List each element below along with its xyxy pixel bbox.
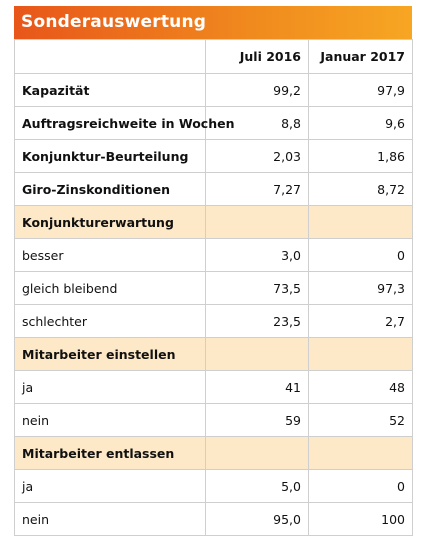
data-table: Juli 2016 Januar 2017 Kapazität 99,2 97,9 A… <box>14 39 413 536</box>
value-juli-2016: 23,5 <box>205 304 309 338</box>
value-januar-2017 <box>308 436 413 470</box>
value-juli-2016 <box>205 337 309 371</box>
table-row: ja 5,0 0 <box>14 469 413 503</box>
table-row: nein 59 52 <box>14 403 413 437</box>
value-januar-2017: 100 <box>308 502 413 536</box>
value-januar-2017: 52 <box>308 403 413 437</box>
value-januar-2017 <box>308 205 413 239</box>
row-label: ja <box>14 370 206 404</box>
table-row: ja 41 48 <box>14 370 413 404</box>
value-juli-2016: 7,27 <box>205 172 309 206</box>
value-juli-2016: 99,2 <box>205 73 309 107</box>
value-januar-2017: 2,7 <box>308 304 413 338</box>
value-januar-2017: 0 <box>308 469 413 503</box>
row-label: Mitarbeiter entlassen <box>14 436 206 470</box>
value-januar-2017: 97,3 <box>308 271 413 305</box>
value-juli-2016: 8,8 <box>205 106 309 140</box>
value-juli-2016: 73,5 <box>205 271 309 305</box>
row-label: Kapazität <box>14 73 206 107</box>
row-label: ja <box>14 469 206 503</box>
header-row: Juli 2016 Januar 2017 <box>14 39 413 74</box>
value-juli-2016 <box>205 205 309 239</box>
table-row: Kapazität 99,2 97,9 <box>14 73 413 107</box>
column-header-januar-2017: Januar 2017 <box>308 39 413 74</box>
row-label: Konjunkturerwartung <box>14 205 206 239</box>
section-row: Mitarbeiter einstellen <box>14 337 413 371</box>
table-row: schlechter 23,5 2,7 <box>14 304 413 338</box>
row-label: nein <box>14 403 206 437</box>
value-januar-2017: 0 <box>308 238 413 272</box>
value-juli-2016 <box>205 436 309 470</box>
row-label: Auftragsreichweite in Wochen <box>14 106 234 140</box>
value-januar-2017: 9,6 <box>308 106 413 140</box>
value-januar-2017: 1,86 <box>308 139 413 173</box>
row-label: schlechter <box>14 304 206 338</box>
report-card: Sonderauswertung Juli 2016 Januar 2017 K… <box>14 6 413 536</box>
row-label: Giro-Zinskonditionen <box>14 172 206 206</box>
row-label: besser <box>14 238 206 272</box>
value-januar-2017 <box>308 337 413 371</box>
value-juli-2016: 59 <box>205 403 309 437</box>
value-januar-2017: 97,9 <box>308 73 413 107</box>
value-januar-2017: 48 <box>308 370 413 404</box>
table-row: besser 3,0 0 <box>14 238 413 272</box>
table-row: Konjunktur-Beurteilung 2,03 1,86 <box>14 139 413 173</box>
section-row: Konjunkturerwartung <box>14 205 413 239</box>
value-juli-2016: 5,0 <box>205 469 309 503</box>
value-januar-2017: 8,72 <box>308 172 413 206</box>
row-label: gleich bleibend <box>14 271 206 305</box>
report-title: Sonderauswertung <box>14 6 412 39</box>
table-row: nein 95,0 100 <box>14 502 413 536</box>
table-row: Giro-Zinskonditionen 7,27 8,72 <box>14 172 413 206</box>
column-header-juli-2016: Juli 2016 <box>205 39 309 74</box>
value-juli-2016: 3,0 <box>205 238 309 272</box>
table-row: gleich bleibend 73,5 97,3 <box>14 271 413 305</box>
value-juli-2016: 95,0 <box>205 502 309 536</box>
table-row: Auftragsreichweite in Wochen 8,8 9,6 <box>14 106 413 140</box>
section-row: Mitarbeiter entlassen <box>14 436 413 470</box>
value-juli-2016: 2,03 <box>205 139 309 173</box>
row-label: Mitarbeiter einstellen <box>14 337 206 371</box>
value-juli-2016: 41 <box>205 370 309 404</box>
row-label: nein <box>14 502 206 536</box>
column-header-label <box>14 39 206 74</box>
row-label: Konjunktur-Beurteilung <box>14 139 206 173</box>
